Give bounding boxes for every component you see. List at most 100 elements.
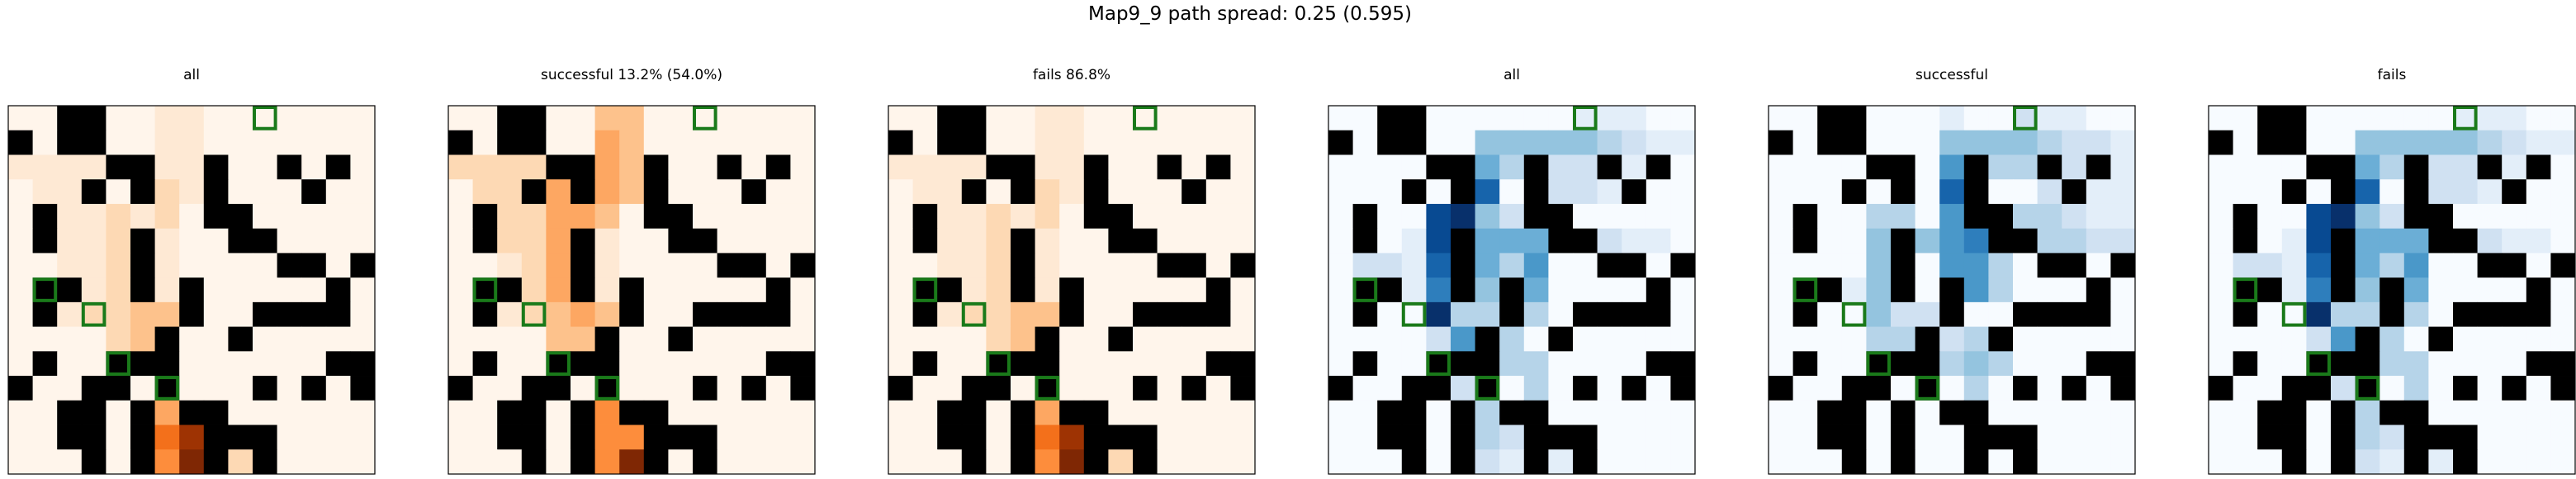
heat-cell [1548, 449, 1574, 475]
heat-cell [2281, 253, 2307, 278]
wall-cell [1451, 179, 1475, 205]
heat-cell [1622, 449, 1647, 475]
heat-cell [472, 154, 498, 180]
heat-cell [228, 376, 253, 401]
heat-cell [2502, 449, 2527, 475]
heat-cell [106, 106, 131, 131]
wall-cell [1475, 326, 1500, 352]
heat-cell [888, 203, 913, 230]
heat-cell [1108, 130, 1134, 155]
heat-cell [8, 326, 33, 352]
heat-cell [1548, 351, 1574, 377]
heat-cell [179, 376, 205, 401]
heat-cell [619, 253, 645, 278]
heat-cell [2526, 203, 2551, 230]
heat-cell [1352, 179, 1378, 205]
heat-cell [350, 179, 376, 205]
heat-cell [937, 179, 963, 205]
heat-cell [1401, 154, 1427, 180]
heat-cell [1083, 130, 1109, 155]
heat-cell [2086, 253, 2111, 278]
heat-cell [1573, 154, 1598, 180]
heat-cell [2306, 301, 2332, 327]
heat-cell [81, 253, 107, 278]
heat-cell [1426, 228, 1451, 254]
heat-cell [961, 326, 987, 352]
heat-cell [179, 424, 205, 450]
heat-cell [1963, 130, 1989, 155]
heat-cell [1817, 376, 1843, 401]
heat-cell [1670, 228, 1696, 254]
heat-cell [2233, 376, 2258, 401]
heat-cell [1769, 351, 1793, 377]
goal-marker [1573, 106, 1598, 130]
heat-cell [1205, 424, 1231, 450]
wall-cell [106, 154, 131, 180]
heat-cell [2403, 376, 2429, 401]
heat-cell [2209, 106, 2233, 131]
wall-cell [1523, 424, 1549, 450]
wall-cell [521, 106, 547, 131]
wall-cell [1451, 351, 1475, 377]
heat-cell [1059, 106, 1085, 131]
heat-cell [2428, 179, 2454, 205]
wall-cell [2428, 203, 2454, 230]
heat-cell [106, 400, 131, 425]
heat-cell [1181, 106, 1207, 131]
wall-cell [203, 449, 229, 475]
heat-cell [57, 179, 83, 205]
wall-cell [1523, 154, 1549, 180]
wall-cell [1891, 228, 1915, 254]
heat-cell [619, 106, 645, 131]
heat-cell [717, 449, 742, 475]
heat-cell [1891, 301, 1915, 327]
heat-cell [1181, 351, 1207, 377]
heat-cell [2281, 351, 2307, 377]
heat-cell [668, 301, 694, 327]
heat-cell [2209, 449, 2233, 475]
heat-cell [2062, 424, 2087, 450]
heat-cell [1817, 301, 1843, 327]
heat-cell [2526, 228, 2551, 254]
wall-cell [2355, 376, 2380, 401]
heat-cell [1401, 277, 1427, 303]
heat-cell [1523, 326, 1549, 352]
heat-cell [1035, 301, 1060, 327]
wall-cell [1548, 326, 1574, 352]
heat-cell [1083, 301, 1109, 327]
wall-cell [1011, 228, 1035, 254]
heat-cell [1181, 424, 1207, 450]
heat-cell [619, 449, 645, 475]
heat-cell [1792, 130, 1818, 155]
heat-cell [1426, 449, 1451, 475]
heat-cell [325, 424, 351, 450]
wall-cell [497, 277, 523, 303]
wall-cell [1133, 449, 1158, 475]
wall-cell [1401, 400, 1427, 425]
heat-cell [1548, 400, 1574, 425]
heat-cell [301, 203, 327, 230]
heat-cell [1670, 106, 1696, 131]
wall-cell [961, 130, 987, 155]
wall-cell [1866, 154, 1892, 180]
heat-cell [2110, 203, 2136, 230]
heat-cell [325, 253, 351, 278]
heat-cell [2550, 106, 2576, 131]
heat-cell [1426, 179, 1451, 205]
heat-cell [497, 203, 523, 230]
wall-cell [1523, 400, 1549, 425]
wall-cell [1230, 376, 1256, 401]
wall-cell [81, 449, 107, 475]
panel-frame [888, 105, 1256, 475]
wall-cell [1083, 203, 1109, 230]
heat-cell [2281, 277, 2307, 303]
heat-cell [2062, 277, 2087, 303]
heat-cell [2477, 179, 2503, 205]
wall-cell [325, 351, 351, 377]
heat-cell [2281, 326, 2307, 352]
heat-cell [717, 424, 742, 450]
heat-cell [1401, 253, 1427, 278]
heat-cell [1352, 253, 1378, 278]
wall-cell [2257, 130, 2283, 155]
heat-cell [1157, 449, 1182, 475]
